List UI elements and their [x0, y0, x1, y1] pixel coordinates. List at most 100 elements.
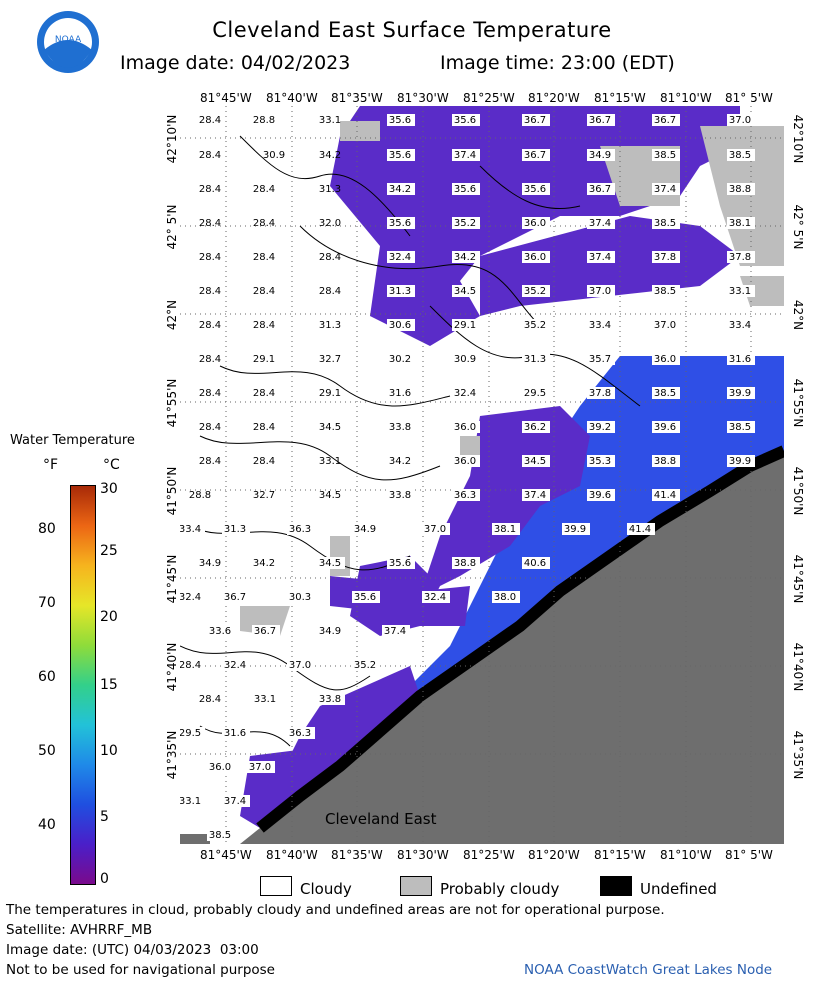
temp-label-bg: [222, 727, 250, 739]
isotherm-line: [219, 365, 451, 407]
temperature-label: 28.4: [199, 388, 221, 399]
probably-cloudy-label: Probably cloudy: [440, 880, 560, 898]
region-label: Cleveland East: [325, 810, 437, 828]
isotherm-line: [479, 165, 581, 210]
temperature-label: 34.2: [253, 558, 275, 569]
temp-label-bg: [652, 387, 680, 399]
latitude-label: 41°40'N: [791, 642, 805, 692]
temperature-label: 29.5: [180, 728, 201, 739]
temp-label-bg: [387, 285, 415, 297]
temperature-label: 28.4: [199, 422, 221, 433]
temp-label-bg: [587, 421, 615, 433]
temp-label-bg: [387, 251, 415, 263]
temp-label-bg: [352, 523, 380, 535]
latitude-label: 41°40'N: [165, 642, 179, 692]
noaa-logo: NOAA: [36, 10, 100, 74]
temperature-label: 30.9: [263, 150, 285, 161]
temperature-label: 36.3: [289, 524, 311, 535]
latitude-label: 42°10'N: [165, 114, 179, 164]
temperature-label: 40.6: [524, 558, 546, 569]
temperature-label: 30.2: [389, 354, 411, 365]
temp-label-bg: [727, 285, 755, 297]
temperature-label: 28.4: [253, 252, 275, 263]
isotherm-line: [239, 135, 411, 237]
temp-label-bg: [452, 285, 480, 297]
temperature-label: 36.7: [224, 592, 246, 603]
temperature-label: 29.1: [253, 354, 275, 365]
temperature-label: 38.5: [729, 422, 751, 433]
temperature-label: 33.8: [389, 490, 411, 501]
temperature-label: 28.4: [199, 252, 221, 263]
temp-label-bg: [587, 353, 615, 365]
temp-label-bg: [727, 455, 755, 467]
longitude-label: 81°25'W: [463, 848, 515, 862]
temp-label-bg: [452, 114, 480, 126]
temperature-label: 35.6: [389, 150, 411, 161]
land-corner: [180, 834, 210, 844]
celsius-tick: 15: [100, 677, 118, 693]
temperature-label: 33.4: [180, 524, 201, 535]
isotherm-line: [199, 435, 441, 481]
longitude-label: 81°20'W: [528, 91, 580, 105]
fahrenheit-tick: 70: [38, 595, 56, 611]
temperature-label: 36.0: [654, 354, 676, 365]
probably-cloudy-patch: [460, 436, 480, 456]
temp-label-bg: [727, 217, 755, 229]
temp-label-bg: [587, 149, 615, 161]
temperature-label: 35.2: [524, 320, 546, 331]
temp-label-bg: [251, 557, 279, 569]
temp-label-bg: [387, 421, 415, 433]
temp-label-bg: [387, 149, 415, 161]
latitude-label: 41°50'N: [165, 466, 179, 516]
temperature-label: 28.4: [180, 660, 201, 671]
temperature-label: 35.6: [389, 218, 411, 229]
temperature-label: 34.2: [454, 252, 476, 263]
temp-label-bg: [587, 114, 615, 126]
longitude-label: 81°45'W: [200, 91, 252, 105]
temp-label-bg: [352, 591, 380, 603]
temperature-label: 36.7: [254, 626, 276, 637]
temp-label-bg: [727, 387, 755, 399]
temperature-label: 37.4: [524, 490, 546, 501]
temperature-label: 28.4: [199, 354, 221, 365]
temp-label-bg: [522, 285, 550, 297]
temperature-label: 39.9: [729, 456, 751, 467]
longitude-label: 81°25'W: [463, 91, 515, 105]
temperature-label: 38.8: [454, 558, 476, 569]
temperature-label: 35.2: [524, 286, 546, 297]
isotherm-line: [299, 225, 541, 327]
temperature-label: 33.6: [209, 626, 231, 637]
temperature-label: 37.8: [589, 388, 611, 399]
temperature-label: 30.6: [389, 320, 411, 331]
temp-label-bg: [222, 795, 250, 807]
temp-label-bg: [522, 353, 550, 365]
temp-label-bg: [387, 455, 415, 467]
longitude-label: 81°35'W: [331, 91, 383, 105]
latitude-label: 41°45'N: [791, 554, 805, 604]
temp-label-bg: [652, 183, 680, 195]
temperature-label: 35.3: [589, 456, 611, 467]
longitude-label: 81°45'W: [200, 848, 252, 862]
temp-label-bg: [522, 387, 550, 399]
temp-label-bg: [452, 319, 480, 331]
temperature-label: 28.4: [199, 320, 221, 331]
temp-label-bg: [727, 149, 755, 161]
temperature-label: 28.8: [253, 115, 275, 126]
color-scale-bar: [70, 485, 96, 885]
credit-link[interactable]: NOAA CoastWatch Great Lakes Node: [524, 962, 773, 978]
temp-label-bg: [387, 114, 415, 126]
temperature-label: 34.2: [389, 184, 411, 195]
temperature-label: 28.4: [199, 150, 221, 161]
temperature-label: 35.6: [524, 184, 546, 195]
latitude-label: 41°50'N: [791, 466, 805, 516]
temp-label-bg: [587, 183, 615, 195]
temp-label-bg: [452, 251, 480, 263]
temperature-label: 36.0: [524, 218, 546, 229]
longitude-label: 81°10'W: [660, 91, 712, 105]
probably-cloudy-patch: [700, 126, 784, 266]
temperature-label: 33.1: [319, 456, 341, 467]
temp-label-bg: [522, 455, 550, 467]
temp-label-bg: [317, 625, 345, 637]
temperature-label: 32.4: [424, 592, 446, 603]
temp-label-bg: [387, 217, 415, 229]
